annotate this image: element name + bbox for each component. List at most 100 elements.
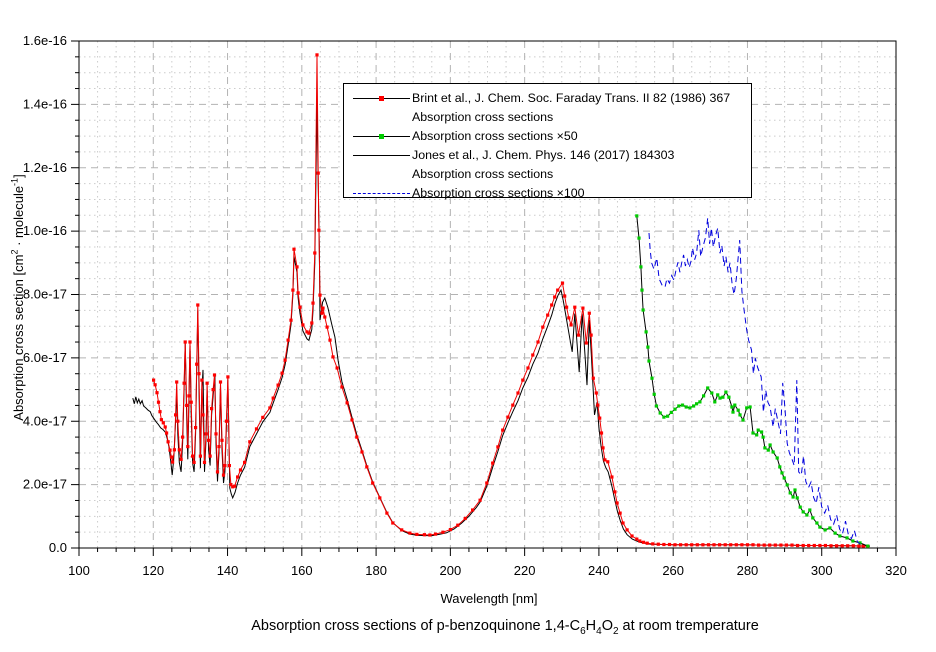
series-marker-1: [654, 404, 659, 408]
series-marker-0: [198, 454, 202, 458]
series-marker-0: [762, 543, 766, 547]
series-marker-1: [788, 491, 792, 495]
series-marker-1: [756, 428, 760, 432]
series-marker-1: [766, 448, 770, 452]
series-marker-0: [651, 542, 655, 546]
series-marker-0: [177, 448, 181, 452]
x-axis-label: Wavelength [nm]: [440, 591, 538, 606]
series-marker-1: [798, 505, 802, 509]
series-marker-0: [311, 301, 315, 305]
series-marker-0: [254, 427, 259, 431]
series-marker-1: [716, 393, 720, 397]
series-marker-0: [286, 338, 290, 342]
series-marker-0: [268, 406, 272, 410]
series-marker-0: [310, 321, 314, 325]
series-marker-0: [391, 521, 395, 525]
x-tick-label: 180: [365, 563, 387, 578]
series-marker-0: [214, 432, 218, 436]
series-marker-0: [187, 394, 191, 398]
series-marker-0: [163, 425, 167, 429]
series-marker-1: [680, 403, 685, 407]
series-marker-1: [666, 414, 670, 418]
series-marker-0: [236, 475, 240, 479]
series-marker-0: [318, 293, 322, 297]
series-marker-0: [323, 315, 327, 319]
series-marker-0: [223, 464, 227, 468]
series-marker-0: [829, 544, 833, 548]
series-marker-1: [838, 534, 842, 538]
series-marker-0: [553, 295, 557, 299]
series-marker-1: [778, 465, 782, 469]
series-marker-1: [828, 526, 832, 530]
series-marker-1: [805, 513, 809, 517]
series-marker-0: [161, 421, 165, 425]
series-marker-0: [463, 516, 467, 521]
x-tick-label: 280: [737, 563, 759, 578]
series-marker-1: [730, 405, 734, 409]
series-marker-0: [684, 543, 688, 547]
series-marker-0: [511, 403, 515, 407]
y-tick-label: 8.0e-17: [23, 287, 67, 302]
series-marker-1: [736, 408, 740, 412]
series-marker-0: [851, 544, 855, 548]
series-marker-0: [195, 362, 199, 366]
x-tick-label: 200: [440, 563, 462, 578]
series-marker-1: [782, 476, 786, 480]
legend-entry-0: Brint et al., J. Chem. Soc. Faraday Tran…: [344, 89, 751, 127]
series-marker-0: [471, 508, 475, 512]
y-axis-label: Absorption cross section [cm2 · molecule…: [9, 174, 26, 421]
series-marker-1: [662, 415, 666, 419]
series-marker-1: [823, 528, 827, 532]
series-marker-0: [796, 543, 800, 548]
series-marker-0: [835, 544, 839, 548]
series-marker-0: [221, 473, 226, 477]
series-marker-0: [723, 543, 727, 547]
x-tick-label: 240: [588, 563, 610, 578]
series-marker-0: [801, 543, 805, 548]
series-marker-0: [301, 323, 305, 327]
legend-marker-sample: [379, 134, 384, 139]
series-marker-0: [541, 325, 545, 329]
series-marker-1: [808, 508, 812, 512]
series-marker-0: [205, 381, 209, 385]
series-marker-0: [428, 533, 432, 537]
series-marker-0: [621, 521, 625, 525]
series-marker-1: [637, 236, 641, 240]
series-marker-0: [506, 415, 510, 419]
legend-swatch-1: [344, 127, 412, 146]
series-marker-1: [731, 410, 735, 414]
series-marker-0: [594, 391, 598, 395]
series-marker-0: [591, 376, 595, 380]
series-marker-1: [718, 396, 722, 400]
series-marker-0: [840, 544, 844, 548]
series-marker-0: [784, 543, 788, 547]
series-marker-0: [280, 371, 284, 375]
series-marker-0: [745, 543, 750, 547]
series-marker-0: [598, 416, 602, 420]
series-marker-1: [721, 395, 725, 399]
series-marker-0: [289, 318, 293, 322]
series-marker-0: [573, 305, 577, 309]
series-marker-0: [485, 481, 489, 485]
series-marker-0: [169, 455, 174, 459]
series-marker-1: [644, 330, 648, 334]
legend-entry-label: Absorption cross sections ×50: [412, 129, 578, 143]
series-marker-1: [702, 394, 706, 398]
series-marker-0: [560, 281, 565, 285]
series-marker-1: [761, 435, 765, 439]
series-marker-0: [165, 431, 169, 435]
series-marker-0: [546, 313, 550, 317]
series-marker-1: [775, 456, 779, 460]
series-marker-0: [166, 440, 170, 444]
series-marker-0: [224, 419, 228, 423]
series-marker-1: [801, 510, 805, 514]
series-marker-0: [667, 542, 672, 547]
series-marker-0: [581, 306, 585, 310]
series-marker-0: [181, 435, 185, 439]
series-marker-1: [733, 403, 737, 407]
series-marker-0: [812, 543, 816, 548]
series-marker-0: [740, 543, 744, 547]
series-marker-0: [305, 330, 309, 334]
series-marker-0: [563, 294, 567, 298]
